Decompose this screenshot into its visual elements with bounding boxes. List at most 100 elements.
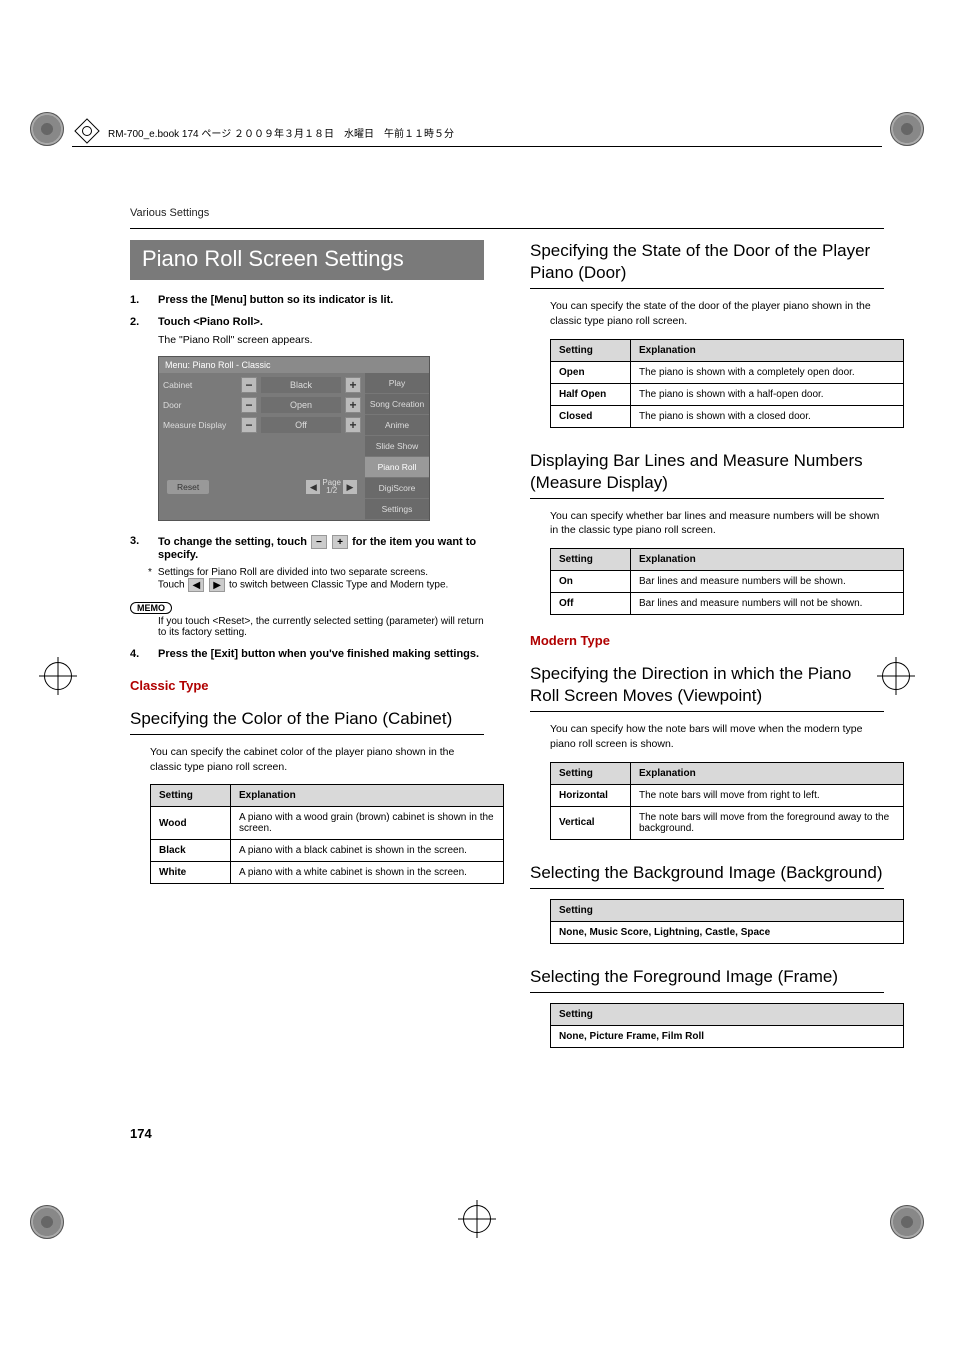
side-item[interactable]: Anime <box>365 415 429 436</box>
registration-mark-icon <box>882 662 910 690</box>
step-3-pre: To change the setting, touch <box>158 536 310 548</box>
table-row: Black A piano with a black cabinet is sh… <box>151 840 504 862</box>
cell: Open <box>551 361 631 383</box>
measure-heading: Displaying Bar Lines and Measure Numbers… <box>530 450 884 499</box>
cell: Wood <box>151 807 231 840</box>
frame-heading: Selecting the Foreground Image (Frame) <box>530 966 884 993</box>
cell: Black <box>151 840 231 862</box>
page-indicator: Page 1/2 <box>322 479 341 495</box>
row-label: Measure Display <box>163 420 237 430</box>
cell: Bar lines and measure numbers will be sh… <box>631 571 904 593</box>
table-row: ClosedThe piano is shown with a closed d… <box>551 405 904 427</box>
step-text: Press the [Menu] button so its indicator… <box>158 294 393 306</box>
page-number: 174 <box>130 1126 152 1141</box>
table-row: HorizontalThe note bars will move from r… <box>551 784 904 806</box>
minus-button[interactable]: − <box>241 417 257 433</box>
screenshot-row-cabinet: Cabinet − Black + <box>163 377 361 393</box>
page: RM-700_e.book 174 ページ ２００９年３月１８日 水曜日 午前１… <box>0 0 954 1351</box>
cabinet-desc: You can specify the cabinet color of the… <box>150 745 484 774</box>
side-item[interactable]: Song Creation <box>365 394 429 415</box>
page-prev-icon[interactable]: ◀ <box>306 480 320 494</box>
th-setting: Setting <box>551 1003 904 1025</box>
cell: Closed <box>551 405 631 427</box>
cell: Horizontal <box>551 784 631 806</box>
viewpoint-table: Setting Explanation HorizontalThe note b… <box>550 762 904 840</box>
registration-mark-icon <box>44 662 72 690</box>
side-item[interactable]: Slide Show <box>365 436 429 457</box>
screenshot-row-door: Door − Open + <box>163 397 361 413</box>
step-number: 4. <box>130 648 148 660</box>
step-number: 1. <box>130 294 148 306</box>
measure-desc: You can specify whether bar lines and me… <box>550 509 884 538</box>
step-text: To change the setting, touch − + for the… <box>158 535 484 561</box>
table-row: OffBar lines and measure numbers will no… <box>551 593 904 615</box>
note-line-2-post: to switch between Classic Type and Moder… <box>229 580 448 591</box>
viewpoint-heading: Specifying the Direction in which the Pi… <box>530 663 884 712</box>
asterisk-icon: * <box>148 567 152 592</box>
table-row: VerticalThe note bars will move from the… <box>551 806 904 839</box>
side-item[interactable]: Settings <box>365 499 429 520</box>
row-value: Open <box>261 397 341 413</box>
cell: None, Music Score, Lightning, Castle, Sp… <box>551 921 904 943</box>
step-number: 2. <box>130 316 148 328</box>
minus-button[interactable]: − <box>241 397 257 413</box>
side-item[interactable]: Play <box>365 373 429 394</box>
frame-table: Setting None, Picture Frame, Film Roll <box>550 1003 904 1048</box>
crop-corner-icon <box>30 112 64 146</box>
step-3-note: * Settings for Piano Roll are divided in… <box>148 567 484 592</box>
measure-table: Setting Explanation OnBar lines and meas… <box>550 548 904 615</box>
cell: The piano is shown with a half-open door… <box>631 383 904 405</box>
minus-button[interactable]: − <box>241 377 257 393</box>
table-row: None, Picture Frame, Film Roll <box>551 1025 904 1047</box>
viewpoint-desc: You can specify how the note bars will m… <box>550 722 884 751</box>
step-3: 3. To change the setting, touch − + for … <box>130 535 484 561</box>
cell: None, Picture Frame, Film Roll <box>551 1025 904 1047</box>
dot-rule <box>530 652 884 653</box>
row-label: Door <box>163 400 237 410</box>
plus-button[interactable]: + <box>345 397 361 413</box>
th-setting: Setting <box>551 549 631 571</box>
table-row: Half OpenThe piano is shown with a half-… <box>551 383 904 405</box>
book-icon <box>74 118 99 143</box>
step-4: 4. Press the [Exit] button when you've f… <box>130 648 484 660</box>
cell: The note bars will move from the foregro… <box>631 806 904 839</box>
th-setting: Setting <box>551 899 904 921</box>
th-setting: Setting <box>551 762 631 784</box>
door-table: Setting Explanation OpenThe piano is sho… <box>550 339 904 428</box>
table-row: White A piano with a white cabinet is sh… <box>151 862 504 884</box>
note-line-2-pre: Touch <box>158 580 187 591</box>
cell: The note bars will move from right to le… <box>631 784 904 806</box>
th-explanation: Explanation <box>231 785 504 807</box>
right-column: Specifying the State of the Door of the … <box>530 200 884 1054</box>
table-row: OnBar lines and measure numbers will be … <box>551 571 904 593</box>
th-explanation: Explanation <box>631 549 904 571</box>
table-row: None, Music Score, Lightning, Castle, Sp… <box>551 921 904 943</box>
crop-corner-icon <box>890 1205 924 1239</box>
left-column: Piano Roll Screen Settings 1. Press the … <box>130 200 484 1054</box>
cell: White <box>151 862 231 884</box>
reset-button[interactable]: Reset <box>167 480 209 494</box>
minus-icon: − <box>311 535 327 549</box>
cell: Off <box>551 593 631 615</box>
side-item[interactable]: DigiScore <box>365 478 429 499</box>
screenshot-title: Menu: Piano Roll - Classic <box>159 357 429 373</box>
piano-roll-screenshot: Menu: Piano Roll - Classic Cabinet − Bla… <box>158 356 430 521</box>
side-item-active[interactable]: Piano Roll <box>365 457 429 478</box>
step-2-sub: The "Piano Roll" screen appears. <box>158 334 484 346</box>
plus-button[interactable]: + <box>345 417 361 433</box>
cell: Bar lines and measure numbers will not b… <box>631 593 904 615</box>
step-number: 3. <box>130 535 148 561</box>
door-desc: You can specify the state of the door of… <box>550 299 884 328</box>
plus-button[interactable]: + <box>345 377 361 393</box>
cell: A piano with a wood grain (brown) cabine… <box>231 807 504 840</box>
registration-mark-icon <box>463 1205 491 1233</box>
page-next-icon[interactable]: ▶ <box>343 480 357 494</box>
background-table: Setting None, Music Score, Lightning, Ca… <box>550 899 904 944</box>
cell: Half Open <box>551 383 631 405</box>
dot-rule <box>130 697 484 698</box>
step-2: 2. Touch <Piano Roll>. <box>130 316 484 328</box>
cell: The piano is shown with a completely ope… <box>631 361 904 383</box>
classic-type-heading: Classic Type <box>130 678 484 693</box>
header-filename: RM-700_e.book 174 ページ ２００９年３月１８日 水曜日 午前１… <box>108 125 454 140</box>
note-line-1: Settings for Piano Roll are divided into… <box>158 567 448 578</box>
